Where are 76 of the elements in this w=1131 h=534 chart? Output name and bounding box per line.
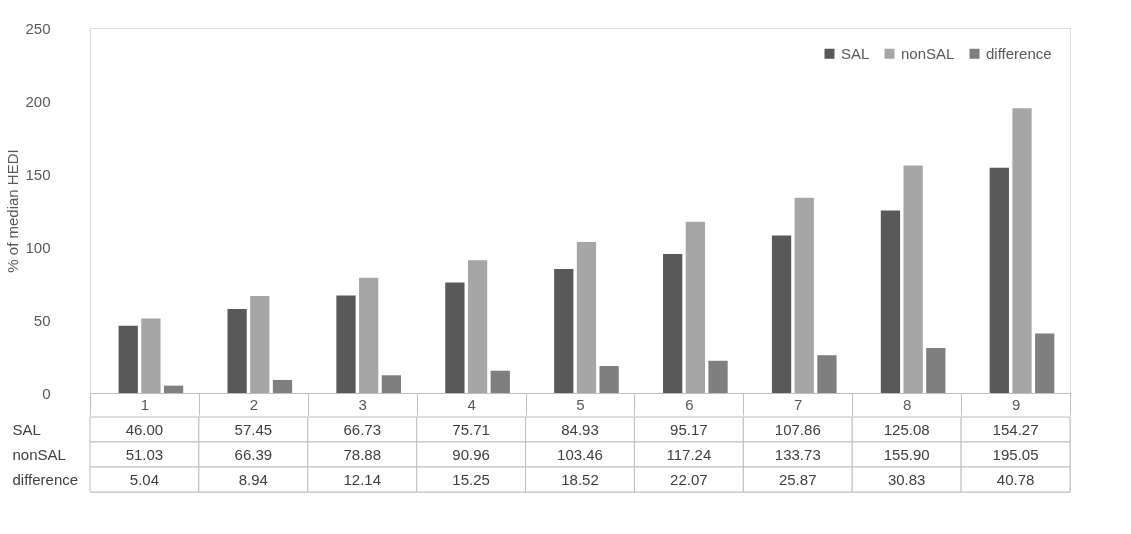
bar — [663, 254, 683, 393]
data-label: 195.05 — [992, 445, 1039, 463]
data-label: 22.07 — [670, 470, 708, 488]
bar — [599, 365, 619, 393]
x-tick-label: 8 — [902, 395, 912, 413]
data-label: 46.00 — [125, 420, 164, 438]
y-axis-title: % of median HEDI — [4, 149, 22, 273]
data-label: 84.93 — [561, 420, 599, 438]
text: nonSAL — [12, 445, 66, 463]
bar — [1012, 108, 1032, 393]
x-tick-label: 7 — [794, 395, 803, 413]
x-tick-label: 3 — [358, 395, 367, 413]
bar — [817, 355, 837, 393]
x-tick-label: 5 — [576, 395, 585, 413]
bar — [903, 165, 923, 393]
y-tick-label: 100 — [25, 238, 51, 256]
bar — [1035, 333, 1055, 393]
bar — [359, 277, 379, 393]
y-tick-label: 0 — [42, 384, 51, 402]
x-tick-label: 1 — [140, 395, 150, 413]
legend-label: difference — [986, 44, 1052, 62]
data-label: 78.88 — [343, 445, 381, 463]
bar — [141, 318, 161, 393]
bar — [490, 370, 510, 393]
text: SAL — [12, 420, 41, 438]
data-label: 8.94 — [238, 470, 268, 488]
data-label: 12.14 — [343, 470, 381, 488]
data-label: 133.73 — [774, 445, 821, 463]
bar — [794, 197, 814, 393]
x-tick-label: 4 — [467, 395, 476, 413]
bar — [926, 347, 946, 393]
bar — [771, 235, 792, 393]
data-label: 75.71 — [452, 420, 490, 438]
data-label: 125.08 — [883, 420, 930, 438]
bar — [272, 379, 293, 393]
x-tick-label: 2 — [249, 395, 259, 413]
y-tick-label: 50 — [33, 311, 51, 329]
text: difference — [12, 470, 79, 488]
bar — [250, 296, 270, 393]
bar — [576, 241, 597, 393]
data-label: 95.17 — [670, 420, 708, 438]
bar — [989, 167, 1009, 393]
data-label: 107.86 — [774, 420, 821, 438]
data-label: 40.78 — [996, 470, 1035, 488]
data-label: 30.83 — [887, 470, 926, 488]
bar — [118, 325, 138, 393]
data-label: 15.25 — [452, 470, 490, 488]
data-label: 117.24 — [666, 445, 712, 463]
y-tick-label: 150 — [25, 165, 51, 183]
bar — [445, 282, 465, 393]
x-tick-label: 9 — [1011, 395, 1021, 413]
legend-label: nonSAL — [901, 44, 955, 62]
bar — [227, 309, 247, 393]
data-label: 51.03 — [125, 445, 164, 463]
data-label: 66.39 — [234, 445, 273, 463]
bar — [554, 269, 574, 393]
bar — [381, 375, 402, 393]
y-tick-label: 250 — [25, 19, 51, 37]
bar — [880, 210, 901, 393]
bar — [467, 260, 488, 393]
data-label: 18.52 — [561, 470, 599, 488]
bar — [685, 221, 705, 393]
data-label: 66.73 — [343, 420, 381, 438]
data-label: 57.45 — [234, 420, 273, 438]
bar — [708, 360, 728, 393]
bar — [336, 295, 356, 393]
data-label: 154.27 — [992, 420, 1039, 438]
data-label: 155.90 — [883, 445, 930, 463]
data-label: 5.04 — [129, 470, 160, 488]
data-label: 90.96 — [452, 445, 490, 463]
x-tick-label: 6 — [685, 395, 694, 413]
legend-label: SAL — [841, 44, 870, 62]
y-tick-label: 200 — [25, 92, 51, 110]
data-label: 25.87 — [779, 470, 817, 488]
bar — [163, 385, 184, 393]
data-label: 103.46 — [557, 445, 603, 463]
